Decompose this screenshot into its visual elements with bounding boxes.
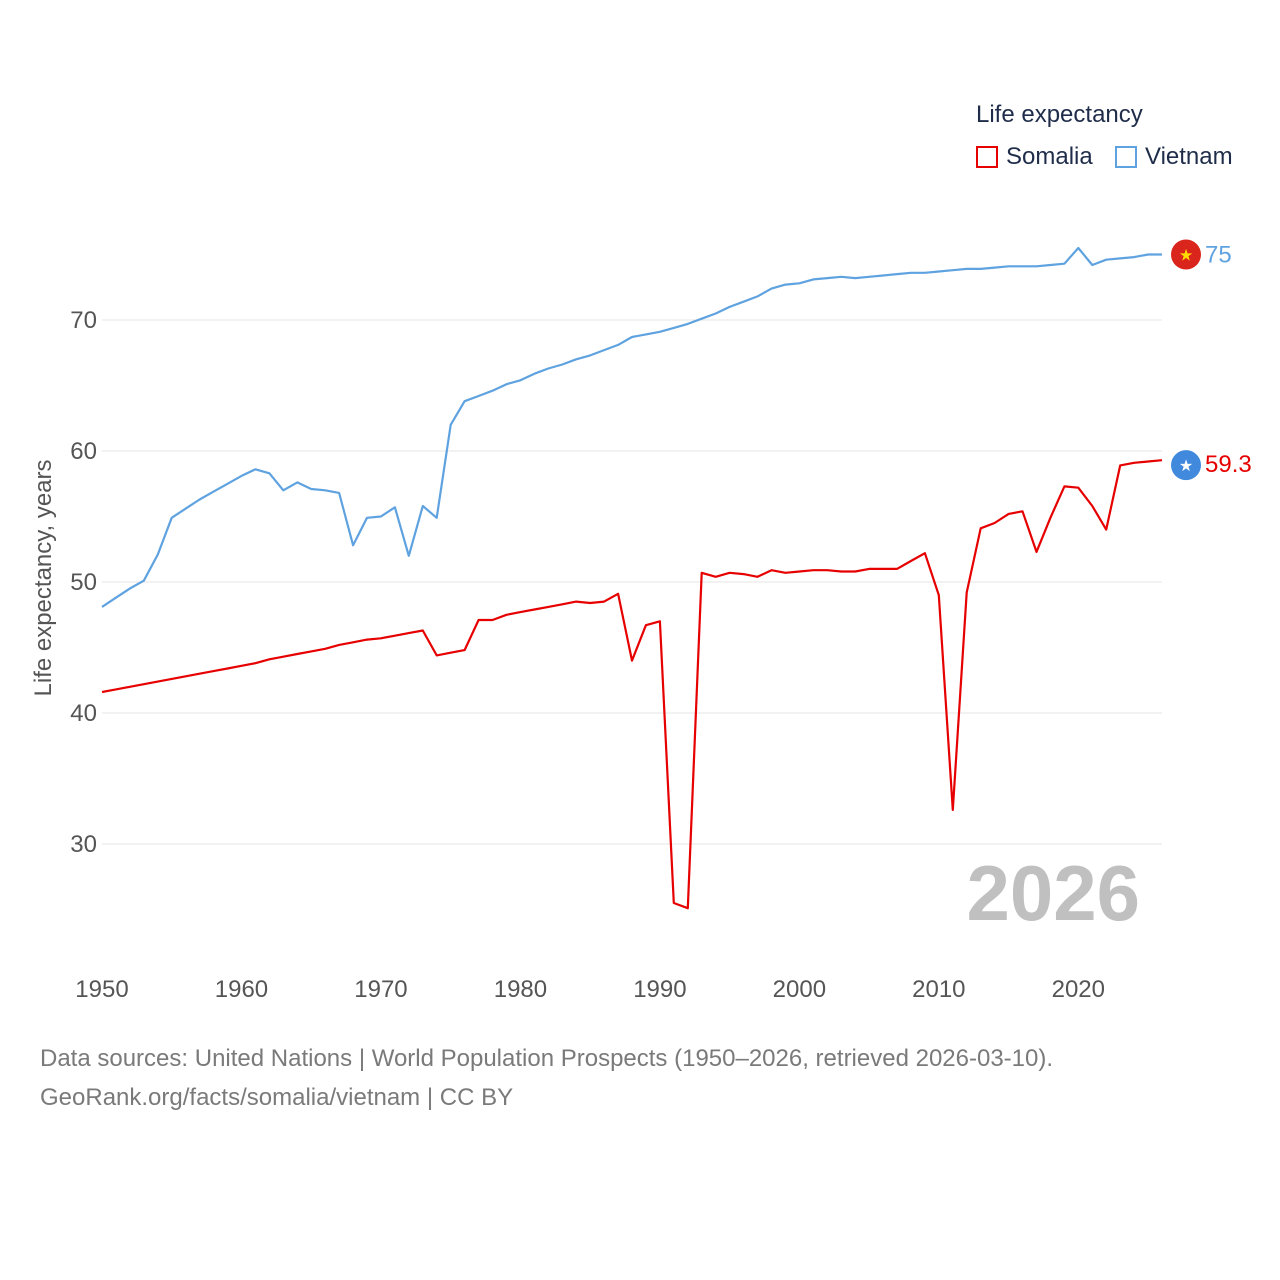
x-tick-label-1980: 1980 — [494, 976, 547, 1003]
x-tick-label-1990: 1990 — [633, 976, 686, 1003]
flag-vietnam-icon — [1171, 239, 1201, 270]
y-tick-label-60: 60 — [70, 438, 97, 465]
flag-star-icon: ★ — [1179, 456, 1193, 475]
legend-item-vietnam[interactable]: Vietnam — [1115, 143, 1233, 171]
source-line-1: Data sources: United Nations | World Pop… — [40, 1045, 1054, 1072]
y-tick-label-40: 40 — [70, 700, 97, 727]
legend-item-somalia[interactable]: Somalia — [976, 143, 1093, 171]
source-line-2[interactable]: GeoRank.org/facts/somalia/vietnam | CC B… — [40, 1084, 514, 1111]
end-marker-somalia: ★ 59.3 — [1171, 450, 1252, 481]
end-marker-vietnam: ★ 75 — [1171, 239, 1232, 270]
y-axis-label: Life expectancy, years — [30, 459, 57, 696]
x-tick-label-1950: 1950 — [75, 976, 128, 1003]
flag-somalia-icon — [1171, 450, 1201, 481]
legend-label-vietnam: Vietnam — [1145, 143, 1233, 170]
x-tick-label-2020: 2020 — [1052, 976, 1105, 1003]
x-tick-label-2010: 2010 — [912, 976, 965, 1003]
y-tick-label-30: 30 — [70, 831, 97, 858]
end-label-somalia: 59.3 — [1205, 451, 1252, 478]
y-tick-label-50: 50 — [70, 569, 97, 596]
legend-swatch-vietnam — [1115, 146, 1137, 168]
series-line-vietnam[interactable] — [101, 246, 1162, 608]
legend-label-somalia: Somalia — [1006, 143, 1093, 170]
legend-swatch-somalia — [976, 146, 998, 168]
series-line-somalia[interactable] — [101, 459, 1163, 910]
year-watermark: 2026 — [966, 849, 1140, 937]
x-tick-label-2000: 2000 — [773, 976, 826, 1003]
y-tick-label-70: 70 — [70, 307, 97, 334]
x-tick-label-1960: 1960 — [215, 976, 268, 1003]
x-tick-label-1970: 1970 — [354, 976, 407, 1003]
flag-star-icon: ★ — [1179, 246, 1193, 265]
end-label-vietnam: 75 — [1205, 242, 1232, 269]
legend-title: Life expectancy — [976, 101, 1143, 128]
